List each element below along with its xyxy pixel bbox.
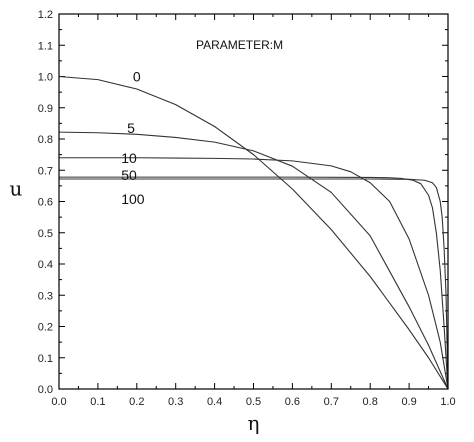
series-lines xyxy=(58,75,449,390)
plot-frame xyxy=(58,13,449,390)
series-line-m-0 xyxy=(58,75,449,390)
x-tick-label: 0.2 xyxy=(129,396,144,408)
y-tick-label: 0.6 xyxy=(38,197,53,209)
x-tick-label: 0.0 xyxy=(51,396,66,408)
y-tick-label: 0.8 xyxy=(38,134,53,146)
y-tick-label: 0.9 xyxy=(38,103,53,115)
y-tick-label: 0.1 xyxy=(38,353,53,365)
x-tick-label: 0.1 xyxy=(90,396,105,408)
y-tick-label: 0.3 xyxy=(38,290,53,302)
x-tick-label: 0.8 xyxy=(363,396,378,408)
y-axis-title: u xyxy=(10,176,23,200)
x-tick-label: 0.6 xyxy=(285,396,300,408)
x-tick-label: 0.7 xyxy=(324,396,339,408)
series-line-m-10 xyxy=(59,157,449,390)
x-tick-label: 0.4 xyxy=(207,396,222,408)
y-tick-label: 0.5 xyxy=(38,228,53,240)
y-tick-label: 1.0 xyxy=(38,72,53,84)
y-tick-label: 1.2 xyxy=(38,9,53,21)
series-line-m-100 xyxy=(59,178,449,390)
x-tick-label: 0.9 xyxy=(401,396,416,408)
x-tick-label: 1.0 xyxy=(440,396,455,408)
series-line-m-50 xyxy=(59,176,449,390)
series-label-m-0: 0 xyxy=(133,69,141,85)
series-label-m-10: 10 xyxy=(121,150,137,166)
x-axis-title: η xyxy=(248,411,260,435)
y-tick-label: 1.1 xyxy=(38,40,53,52)
y-tick-label: 0.2 xyxy=(38,322,53,334)
parameter-annotation: PARAMETER:M xyxy=(196,38,283,52)
series-line-m-5 xyxy=(58,131,449,390)
y-tick-label: 0.0 xyxy=(38,384,53,396)
series-label-m-5: 5 xyxy=(127,120,135,136)
series-label-m-50: 50 xyxy=(121,167,137,183)
x-tick-label: 0.5 xyxy=(246,396,261,408)
y-tick-label: 0.7 xyxy=(38,165,53,177)
series-label-m-100: 100 xyxy=(121,191,145,207)
y-tick-label: 0.4 xyxy=(38,259,53,271)
axis-ticks: 0.0 0.1 0.2 0.3 0.4 0.5 0.6 0.7 0.8 0.9 1.0 0.0 0.1 0… xyxy=(38,9,456,408)
x-tick-label: 0.3 xyxy=(168,396,183,408)
